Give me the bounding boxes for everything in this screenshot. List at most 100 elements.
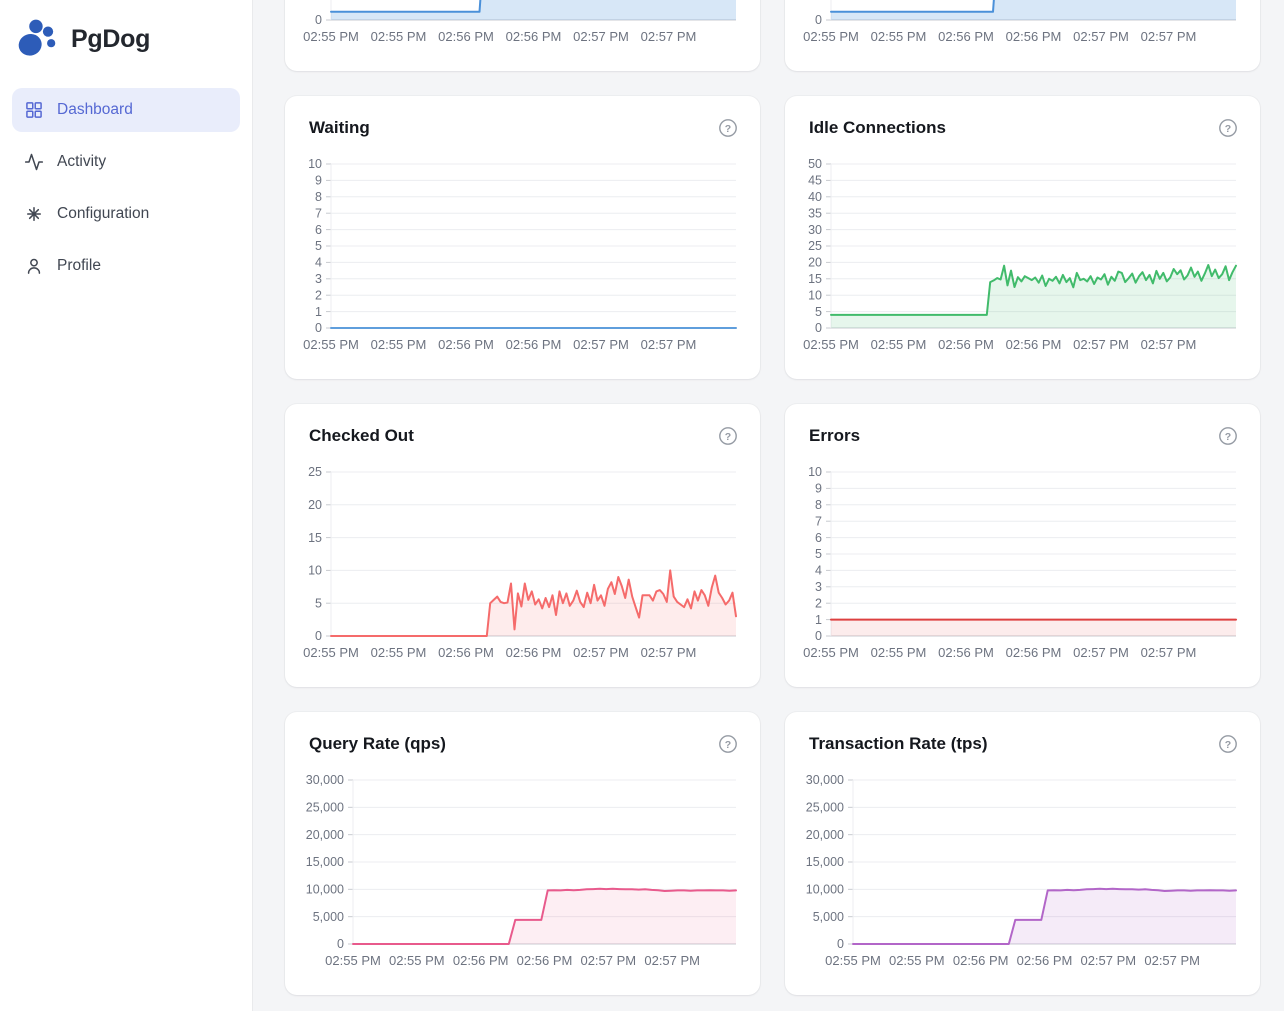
svg-text:02:55 PM: 02:55 PM bbox=[371, 645, 427, 660]
svg-text:02:56 PM: 02:56 PM bbox=[938, 645, 994, 660]
sidebar-nav: Dashboard Activity Configuration bbox=[0, 76, 252, 300]
svg-text:5: 5 bbox=[315, 239, 322, 253]
svg-text:02:55 PM: 02:55 PM bbox=[871, 337, 927, 352]
errors-card: Errors? 10 9 8 7 6 5 4 3 2 1 0 02:55 PM 02:55 PM 02:56… bbox=[785, 404, 1260, 687]
svg-text:02:57 PM: 02:57 PM bbox=[1073, 29, 1129, 44]
svg-text:0: 0 bbox=[837, 937, 844, 951]
checked-out-chart: 25 20 15 10 5 0 02:55 PM 02:55 PM 02:56 PM 02:56 … bbox=[303, 465, 737, 660]
svg-text:02:56 PM: 02:56 PM bbox=[438, 337, 494, 352]
chart-title: Idle Connections bbox=[809, 118, 946, 137]
svg-text:02:56 PM: 02:56 PM bbox=[1017, 953, 1073, 968]
svg-text:9: 9 bbox=[815, 482, 822, 496]
app-title: PgDog bbox=[71, 24, 151, 53]
svg-text:15,000: 15,000 bbox=[306, 855, 344, 869]
card-header: Checked Out? bbox=[285, 404, 760, 448]
svg-text:9: 9 bbox=[315, 174, 322, 188]
svg-text:25: 25 bbox=[808, 239, 822, 253]
svg-text:10: 10 bbox=[808, 465, 822, 479]
svg-text:3: 3 bbox=[315, 272, 322, 286]
svg-text:02:56 PM: 02:56 PM bbox=[453, 953, 509, 968]
help-icon[interactable]: ? bbox=[718, 734, 738, 754]
svg-text:02:57 PM: 02:57 PM bbox=[573, 645, 629, 660]
svg-text:20,000: 20,000 bbox=[306, 828, 344, 842]
svg-text:02:55 PM: 02:55 PM bbox=[389, 953, 445, 968]
svg-text:0: 0 bbox=[337, 937, 344, 951]
activity-icon bbox=[24, 153, 44, 171]
svg-text:10: 10 bbox=[308, 157, 322, 171]
svg-text:02:57 PM: 02:57 PM bbox=[641, 645, 697, 660]
svg-text:02:55 PM: 02:55 PM bbox=[889, 953, 945, 968]
asterisk-icon bbox=[27, 207, 41, 221]
svg-text:?: ? bbox=[725, 739, 731, 751]
query-rate-chart: 30,000 25,000 20,000 15,000 10,000 5,000 0 02:5… bbox=[306, 773, 737, 968]
app-logo: PgDog bbox=[0, 0, 252, 76]
svg-text:10: 10 bbox=[808, 288, 822, 302]
svg-text:8: 8 bbox=[815, 498, 822, 512]
help-icon[interactable]: ? bbox=[1218, 118, 1238, 138]
sidebar-item-configuration[interactable]: Configuration bbox=[12, 192, 240, 236]
chart-title: Checked Out bbox=[309, 426, 414, 445]
svg-text:20,000: 20,000 bbox=[806, 828, 844, 842]
svg-text:02:55 PM: 02:55 PM bbox=[371, 337, 427, 352]
svg-text:25,000: 25,000 bbox=[306, 801, 344, 815]
top-left-chart: 0 02:55 PM 02:55 PM 02:56 PM 02:56 PM 02:57 P… bbox=[303, 0, 736, 44]
svg-text:02:57 PM: 02:57 PM bbox=[1141, 645, 1197, 660]
svg-text:20: 20 bbox=[308, 498, 322, 512]
svg-text:30,000: 30,000 bbox=[806, 773, 844, 787]
top-right-chart: 0 02:55 PM 02:55 PM 02:56 PM 02:56 PM 02:57 P… bbox=[803, 0, 1236, 44]
svg-text:02:55 PM: 02:55 PM bbox=[303, 645, 359, 660]
sidebar-item-profile[interactable]: Profile bbox=[12, 244, 240, 288]
sidebar-item-activity[interactable]: Activity bbox=[12, 140, 240, 184]
profile-icon bbox=[27, 258, 41, 274]
svg-text:02:55 PM: 02:55 PM bbox=[803, 645, 859, 660]
svg-text:02:57 PM: 02:57 PM bbox=[644, 953, 700, 968]
svg-text:2: 2 bbox=[315, 288, 322, 302]
help-icon[interactable]: ? bbox=[1218, 426, 1238, 446]
svg-text:02:56 PM: 02:56 PM bbox=[1006, 337, 1062, 352]
svg-text:02:55 PM: 02:55 PM bbox=[871, 645, 927, 660]
svg-text:0: 0 bbox=[815, 13, 822, 27]
svg-text:02:57 PM: 02:57 PM bbox=[1073, 645, 1129, 660]
card-header: Transaction Rate (tps)? bbox=[785, 712, 1260, 756]
help-icon[interactable]: ? bbox=[718, 426, 738, 446]
svg-text:5,000: 5,000 bbox=[313, 910, 344, 924]
svg-text:3: 3 bbox=[815, 580, 822, 594]
svg-text:02:57 PM: 02:57 PM bbox=[1144, 953, 1200, 968]
svg-text:0: 0 bbox=[815, 321, 822, 335]
svg-text:02:56 PM: 02:56 PM bbox=[506, 645, 562, 660]
svg-text:02:57 PM: 02:57 PM bbox=[573, 337, 629, 352]
svg-text:25,000: 25,000 bbox=[806, 801, 844, 815]
svg-text:35: 35 bbox=[808, 206, 822, 220]
svg-text:02:56 PM: 02:56 PM bbox=[953, 953, 1009, 968]
waiting-card: Waiting? 10 9 8 7 6 5 4 3 2 1 0 02:55 PM 02:55 PM 02:5… bbox=[285, 96, 760, 379]
svg-text:15,000: 15,000 bbox=[806, 855, 844, 869]
svg-text:02:57 PM: 02:57 PM bbox=[1073, 337, 1129, 352]
svg-text:4: 4 bbox=[815, 564, 822, 578]
svg-text:15: 15 bbox=[308, 531, 322, 545]
sidebar-item-dashboard[interactable]: Dashboard bbox=[12, 88, 240, 132]
help-icon[interactable]: ? bbox=[718, 118, 738, 138]
card-header: Errors? bbox=[785, 404, 1260, 448]
help-icon[interactable]: ? bbox=[1218, 734, 1238, 754]
svg-text:02:56 PM: 02:56 PM bbox=[1006, 29, 1062, 44]
svg-text:02:56 PM: 02:56 PM bbox=[506, 337, 562, 352]
svg-text:02:55 PM: 02:55 PM bbox=[825, 953, 881, 968]
svg-text:02:57 PM: 02:57 PM bbox=[1141, 337, 1197, 352]
query-rate-card: Query Rate (qps)? 30,000 25,000 20,000 15,00… bbox=[285, 712, 760, 995]
svg-text:10: 10 bbox=[308, 564, 322, 578]
card-header: Query Rate (qps)? bbox=[285, 712, 760, 756]
svg-text:02:57 PM: 02:57 PM bbox=[1080, 953, 1136, 968]
svg-text:02:57 PM: 02:57 PM bbox=[641, 337, 697, 352]
svg-text:1: 1 bbox=[815, 613, 822, 627]
svg-text:?: ? bbox=[1225, 123, 1231, 135]
svg-text:?: ? bbox=[725, 123, 731, 135]
svg-text:02:57 PM: 02:57 PM bbox=[573, 29, 629, 44]
svg-text:5,000: 5,000 bbox=[813, 910, 844, 924]
svg-text:10,000: 10,000 bbox=[306, 883, 344, 897]
sidebar-item-label: Dashboard bbox=[57, 101, 133, 118]
svg-text:0: 0 bbox=[815, 629, 822, 643]
svg-text:02:56 PM: 02:56 PM bbox=[438, 645, 494, 660]
